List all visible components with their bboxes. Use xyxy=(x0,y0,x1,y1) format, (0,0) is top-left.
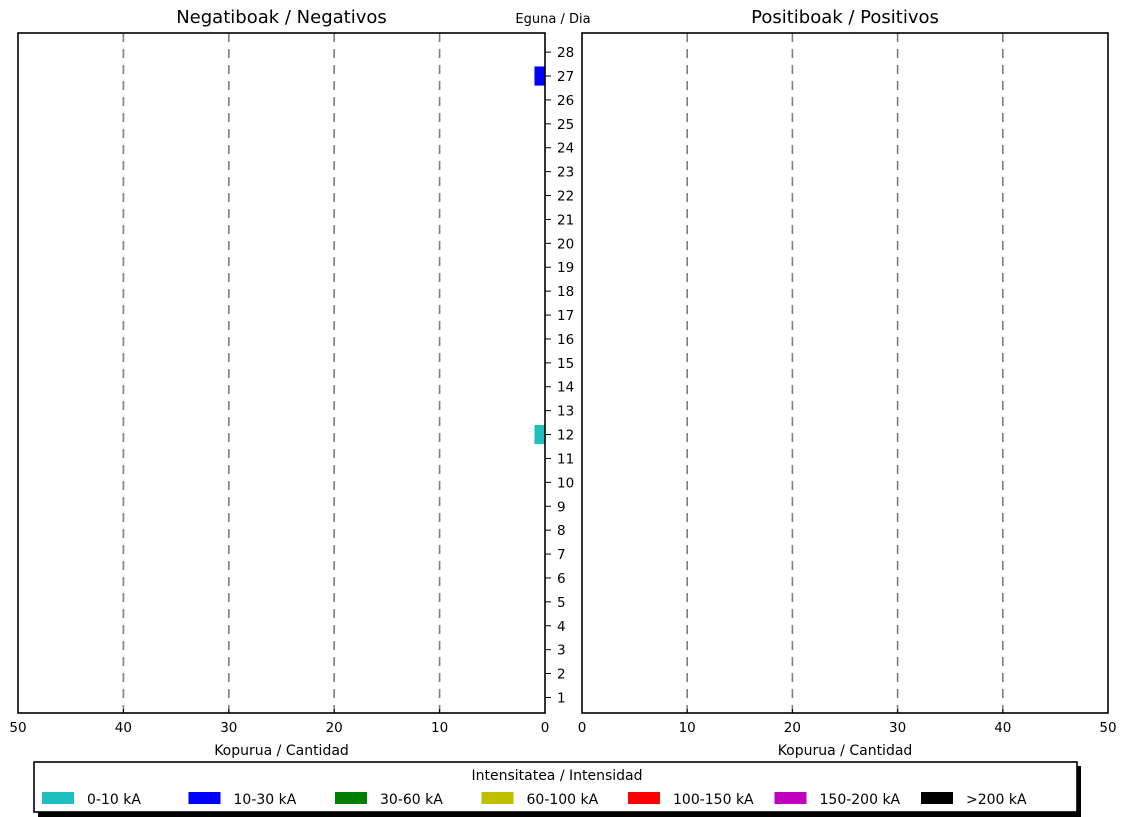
legend-swatch xyxy=(42,792,74,804)
day-label: 28 xyxy=(557,45,574,61)
legend-label: 30-60 kA xyxy=(380,792,443,808)
legend-swatch xyxy=(482,792,514,804)
day-label: 4 xyxy=(557,619,566,635)
x-tick-label: 0 xyxy=(541,720,550,736)
legend-label: >200 kA xyxy=(966,792,1027,808)
legend-label: 10-30 kA xyxy=(234,792,297,808)
legend-label: 60-100 kA xyxy=(527,792,599,808)
day-label: 25 xyxy=(557,117,574,133)
legend-swatch xyxy=(921,792,953,804)
x-tick-label: 40 xyxy=(994,720,1011,736)
day-label: 17 xyxy=(557,308,574,324)
legend-title: Intensitatea / Intensidad xyxy=(471,768,642,784)
day-label: 6 xyxy=(557,571,566,587)
x-tick-label: 40 xyxy=(115,720,132,736)
x-axis-label: Kopurua / Cantidad xyxy=(778,743,913,759)
day-label: 23 xyxy=(557,165,574,181)
day-label: 24 xyxy=(557,141,574,157)
day-axis-title: Eguna / Dia xyxy=(515,12,590,27)
legend-swatch xyxy=(335,792,367,804)
day-label: 3 xyxy=(557,643,566,659)
day-label: 27 xyxy=(557,69,574,85)
legend-swatch xyxy=(189,792,221,804)
x-tick-label: 20 xyxy=(326,720,343,736)
x-tick-label: 50 xyxy=(1099,720,1116,736)
day-label: 1 xyxy=(557,690,566,706)
day-label: 26 xyxy=(557,93,574,109)
day-label: 5 xyxy=(557,595,566,611)
day-label: 13 xyxy=(557,404,574,420)
x-tick-label: 30 xyxy=(220,720,237,736)
day-label: 15 xyxy=(557,356,574,372)
day-label: 12 xyxy=(557,428,574,444)
day-label: 22 xyxy=(557,189,574,205)
day-label: 8 xyxy=(557,523,566,539)
day-label: 10 xyxy=(557,475,574,491)
day-label: 14 xyxy=(557,380,574,396)
x-tick-label: 50 xyxy=(9,720,26,736)
day-label: 19 xyxy=(557,260,574,276)
x-tick-label: 20 xyxy=(784,720,801,736)
day-label: 9 xyxy=(557,499,566,515)
bar-day-12 xyxy=(534,425,545,444)
legend-label: 0-10 kA xyxy=(87,792,141,808)
panel-frame xyxy=(582,33,1108,713)
day-label: 16 xyxy=(557,332,574,348)
day-label: 20 xyxy=(557,236,574,252)
x-tick-label: 30 xyxy=(889,720,906,736)
x-tick-label: 10 xyxy=(679,720,696,736)
panel-title: Positiboak / Positivos xyxy=(751,7,939,28)
x-axis-label: Kopurua / Cantidad xyxy=(214,743,349,759)
legend-swatch xyxy=(775,792,807,804)
day-label: 7 xyxy=(557,547,566,563)
legend-swatch xyxy=(628,792,660,804)
day-label: 2 xyxy=(557,667,566,683)
x-tick-label: 0 xyxy=(578,720,587,736)
panel-title: Negatiboak / Negativos xyxy=(176,7,387,28)
bar-day-27 xyxy=(534,66,545,85)
day-label: 11 xyxy=(557,451,574,467)
legend-label: 100-150 kA xyxy=(673,792,754,808)
legend-label: 150-200 kA xyxy=(820,792,901,808)
day-label: 18 xyxy=(557,284,574,300)
panel-frame xyxy=(18,33,545,713)
x-tick-label: 10 xyxy=(431,720,448,736)
day-label: 21 xyxy=(557,212,574,228)
